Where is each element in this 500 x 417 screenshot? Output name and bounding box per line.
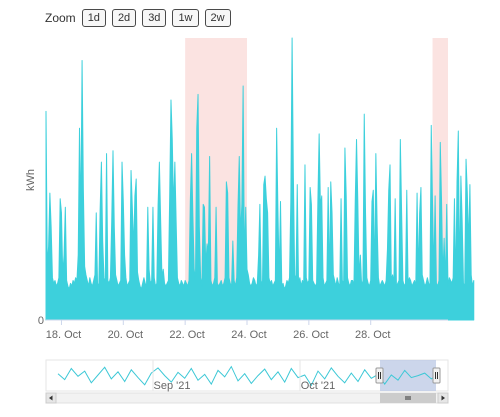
navigator-tick-label: Sep '21 [154,380,191,392]
zoom-2d-button[interactable]: 2d [111,9,137,27]
x-tick-label: 18. Oct [46,329,81,341]
series-area [45,37,475,321]
arrow-left-icon [49,395,53,401]
scroll-left-button[interactable] [45,392,57,404]
zoom-label: Zoom [45,11,76,25]
x-axis-ticks: 18. Oct 20. Oct 22. Oct 24. Oct 26. Oct 28. O… [46,320,390,341]
x-tick-label: 20. Oct [108,329,143,341]
navigator-tick-label: Oct '21 [301,380,336,392]
series-group [45,37,475,321]
navigator-ticks: Sep '21 Oct '21 [152,360,336,392]
navigator-handle-right[interactable] [432,367,441,384]
zoom-1d-button[interactable]: 1d [81,9,106,27]
x-tick-label: 28. Oct [355,329,390,341]
scrollbar[interactable] [45,392,449,404]
range-selector: Zoom 1d 2d 3d 1w 2w [45,8,237,28]
navigator[interactable]: Sep '21 Oct '21 [45,359,449,392]
y-axis-label: kWh [25,169,37,191]
x-tick-label: 24. Oct [231,329,266,341]
x-tick-label: 22. Oct [169,329,204,341]
zoom-1w-button[interactable]: 1w [172,9,199,27]
navigator-selection[interactable] [380,360,436,391]
scroll-right-button[interactable] [437,392,449,404]
arrow-right-icon [441,395,445,401]
y-tick-label: 0 [38,315,44,327]
navigator-handle-left[interactable] [375,367,384,384]
navigator-series [57,365,439,387]
zoom-3d-button[interactable]: 3d [142,9,167,27]
x-tick-label: 26. Oct [293,329,328,341]
zoom-2w-button[interactable]: 2w [204,9,231,27]
